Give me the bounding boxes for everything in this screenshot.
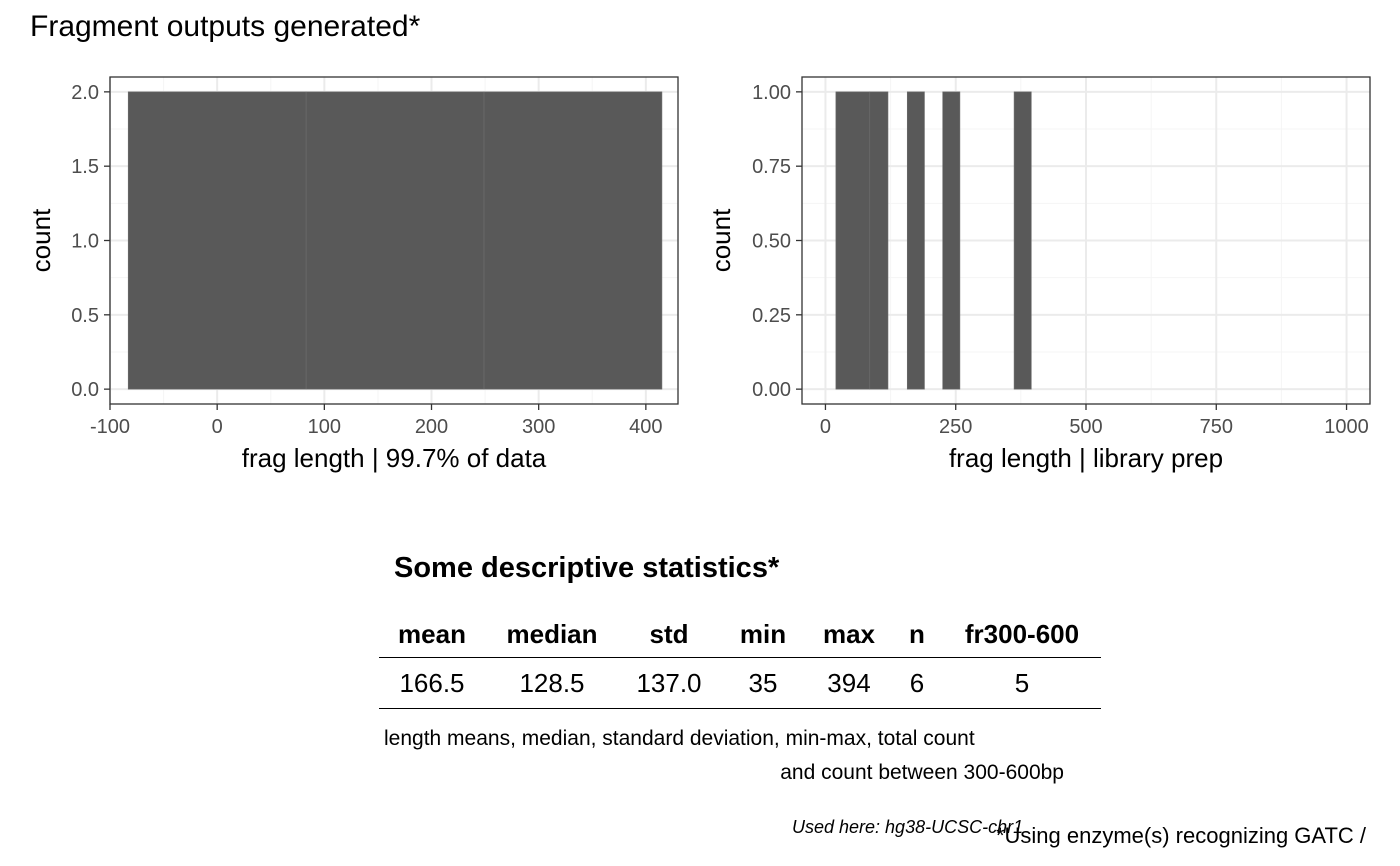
table-row: 166.5 128.5 137.0 35 394 6 5 [379,657,1101,709]
stats-cell-std: 137.0 [619,657,719,709]
left-hist-y-tick-label: 1.0 [71,231,99,253]
stats-cell-min: 35 [719,657,807,709]
left-hist-y-tick-label: 0.0 [71,379,99,401]
left-hist-x-tick-label: 200 [415,416,448,438]
figure-title: Fragment outputs generated* [30,10,421,43]
stats-cell-median: 128.5 [485,657,619,709]
right-hist-y-tick-label: 0.00 [752,379,791,401]
left-hist-bar-1 [305,91,485,390]
stats-header-max: max [807,612,891,658]
right-hist-bars [835,91,1032,390]
stats-caption-line2: and count between 300-600bp [780,761,1064,784]
stats-cell-fr300-600: 5 [943,657,1101,709]
stats-header-std: std [619,612,719,658]
left-hist-x-tick-label: -100 [90,416,130,438]
right-hist-y-axis-title: count [706,208,736,272]
right-hist-bar-1 [869,91,889,390]
right-hist-x-tick-label: 250 [939,416,972,438]
right-hist-y-tick-label: 0.25 [752,305,791,327]
left-hist-y-axis-title: count [26,208,56,272]
stats-table-title: Some descriptive statistics* [394,552,780,584]
enzyme-footnote: *Using enzyme(s) recognizing GATC / [995,823,1366,848]
left-hist-bars [127,91,663,390]
stats-header-n: n [891,612,943,658]
left-hist-x-tick-label: 100 [308,416,341,438]
left-hist-x-tick-label: 400 [629,416,662,438]
stats-header-fr300-600: fr300-600 [943,612,1101,658]
stats-header-min: min [719,612,807,658]
left-hist-y-tick-label: 1.5 [71,156,99,178]
histogram-right: 0 250 500 750 1000 0.00 0.25 0.50 0.75 1.00 frag l… [706,76,1371,473]
genome-note: Used here: hg38-UCSC-chr1 [792,817,1024,837]
left-hist-x-tick-label: 0 [212,416,223,438]
stats-header-median: median [485,612,619,658]
left-hist-bar-0 [127,91,307,390]
left-hist-y-tick-label: 0.5 [71,305,99,327]
stats-cell-mean: 166.5 [379,657,485,709]
stats-cell-n: 6 [891,657,943,709]
right-hist-y-tick-label: 0.75 [752,156,791,178]
right-hist-x-tick-label: 1000 [1324,416,1369,438]
right-hist-bar-4 [1013,91,1032,390]
right-hist-bar-0 [835,91,871,390]
histogram-left: -100 0 100 200 300 400 0.0 0.5 1.0 1.5 2.0 frag len… [26,76,679,473]
right-hist-x-tick-label: 500 [1069,416,1102,438]
left-hist-bar-2 [483,91,663,390]
right-hist-y-tick-label: 0.50 [752,231,791,253]
right-hist-bar-3 [942,91,961,390]
stats-header-row: mean median std min max n fr300-600 [379,612,1101,658]
right-hist-x-axis-title: frag length | library prep [949,443,1223,473]
left-hist-x-axis-title: frag length | 99.7% of data [242,443,547,473]
left-hist-x-tick-label: 300 [522,416,555,438]
stats-header-mean: mean [379,612,485,658]
right-hist-bar-2 [906,91,925,390]
stats-cell-max: 394 [807,657,891,709]
left-hist-y-tick-label: 2.0 [71,82,99,104]
stats-table: mean median std min max n fr300-600 166.… [379,612,1101,709]
stats-caption-line1: length means, median, standard deviation… [384,727,975,750]
right-hist-y-tick-label: 1.00 [752,82,791,104]
right-hist-x-tick-label: 0 [820,416,831,438]
right-hist-x-tick-label: 750 [1200,416,1233,438]
